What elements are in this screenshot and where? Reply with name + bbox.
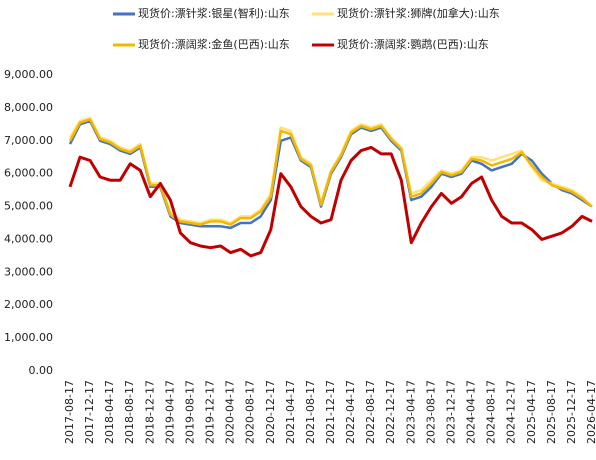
y-tick-label: 7,000.00 <box>4 134 53 147</box>
x-tick-label: 2020-08-17 <box>244 380 257 444</box>
y-tick-label: 5,000.00 <box>4 200 53 213</box>
x-tick-label: 2020-04-17 <box>224 380 237 444</box>
x-tick-label: 2022-08-17 <box>364 380 377 444</box>
legend-label: 现货价:漂针浆:银星(智利):山东 <box>138 6 290 20</box>
y-tick-label: 2,000.00 <box>4 298 53 311</box>
series-line <box>68 118 593 226</box>
y-tick-label: 4,000.00 <box>4 232 53 245</box>
x-tick-label: 2025-04-17 <box>525 380 538 444</box>
x-tick-label: 2025-12-17 <box>565 380 578 444</box>
legend-label: 现货价:漂阔浆:鹦鹉(巴西):山东 <box>337 37 489 51</box>
legend-label: 现货价:漂针浆:狮牌(加拿大):山东 <box>337 6 500 20</box>
x-tick-label: 2019-12-17 <box>204 380 217 444</box>
y-tick-label: 6,000.00 <box>4 167 53 180</box>
x-tick-label: 2024-08-17 <box>485 380 498 444</box>
series-line <box>68 145 593 258</box>
x-tick-label: 2018-04-17 <box>103 380 116 444</box>
x-tick-label: 2019-08-17 <box>183 380 196 444</box>
y-tick-label: 3,000.00 <box>4 265 53 278</box>
y-tick-label: 1,000.00 <box>4 331 53 344</box>
x-tick-label: 2018-12-17 <box>143 380 156 444</box>
x-tick-label: 2018-08-17 <box>123 380 136 444</box>
y-tick-label: 9,000.00 <box>4 68 53 81</box>
x-tick-label: 2017-08-17 <box>63 380 76 444</box>
x-tick-label: 2023-12-17 <box>444 380 457 444</box>
y-tick-label: 0.00 <box>29 364 54 377</box>
x-tick-label: 2022-04-17 <box>344 380 357 444</box>
x-tick-label: 2025-08-17 <box>545 380 558 444</box>
x-tick-label: 2021-08-17 <box>304 380 317 444</box>
x-tick-label: 2023-04-17 <box>404 380 417 444</box>
x-tick-label: 2024-04-17 <box>465 380 478 444</box>
x-tick-label: 2019-04-17 <box>163 380 176 444</box>
x-tick-label: 2024-12-17 <box>505 380 518 444</box>
x-tick-label: 2020-12-17 <box>264 380 277 444</box>
x-tick-label: 2021-12-17 <box>324 380 337 444</box>
x-tick-label: 2022-12-17 <box>384 380 397 444</box>
x-tick-label: 2023-08-17 <box>424 380 437 444</box>
y-tick-label: 8,000.00 <box>4 101 53 114</box>
x-tick-label: 2017-12-17 <box>83 380 96 444</box>
legend-label: 现货价:漂阔浆:金鱼(巴西):山东 <box>138 37 290 51</box>
x-tick-label: 2026-04-17 <box>585 380 596 444</box>
x-tick-label: 2021-04-17 <box>284 380 297 444</box>
